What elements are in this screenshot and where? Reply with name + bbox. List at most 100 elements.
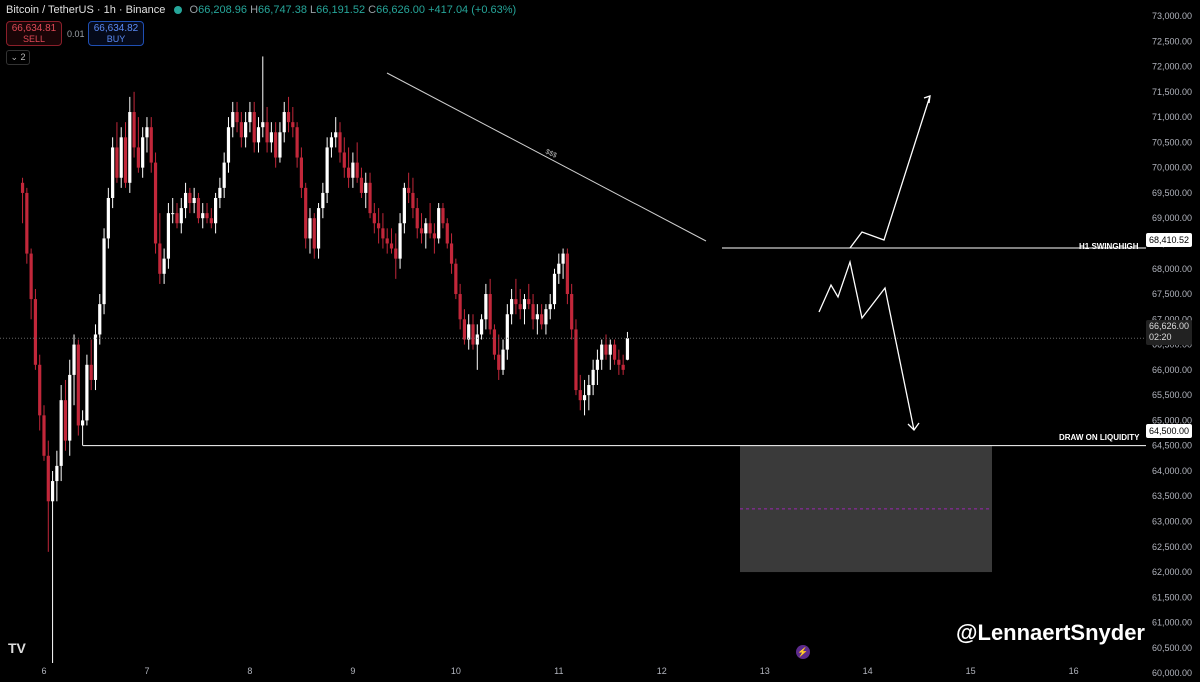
candle-body xyxy=(205,213,209,219)
candle-body xyxy=(261,122,265,128)
candle-body xyxy=(501,349,505,370)
candle-body xyxy=(123,137,128,183)
candle-body xyxy=(72,344,76,375)
candle-body xyxy=(316,208,321,249)
candle-body xyxy=(321,192,325,209)
trendline-text: $$$ xyxy=(544,148,558,159)
candle-body xyxy=(492,329,497,355)
x-tick-label: 7 xyxy=(144,666,149,676)
bullish-projection-path xyxy=(849,95,931,249)
open-value: 66,208.96 xyxy=(198,4,248,16)
y-tick-label: 72,000.00 xyxy=(1152,62,1192,72)
x-tick-label: 10 xyxy=(451,666,461,676)
y-tick-label: 61,500.00 xyxy=(1152,592,1192,602)
candle-body xyxy=(368,182,372,214)
candle-body xyxy=(25,192,29,254)
current-price-tag: 66,626.00 02:20 xyxy=(1146,320,1193,345)
dot-icon xyxy=(174,6,183,15)
candle-body xyxy=(582,395,587,401)
x-tick-label: 6 xyxy=(41,666,46,676)
candle-body xyxy=(299,157,303,188)
candle-body xyxy=(527,299,531,305)
low-label: L xyxy=(310,4,317,16)
y-tick-label: 70,500.00 xyxy=(1152,137,1192,147)
candle-body xyxy=(557,263,561,274)
y-tick-label: 68,000.00 xyxy=(1152,264,1192,274)
candle-body xyxy=(145,127,149,138)
sell-button[interactable]: 66,634.81 SELL xyxy=(6,21,62,46)
candle-body xyxy=(398,223,402,259)
candle-body xyxy=(540,314,544,325)
candle-body xyxy=(565,253,569,295)
y-tick-label: 71,000.00 xyxy=(1152,112,1192,122)
liquidity-price-tag: 64,500.00 xyxy=(1146,424,1193,438)
y-tick-label: 72,500.00 xyxy=(1152,36,1192,46)
x-tick-label: 13 xyxy=(760,666,770,676)
candle-body xyxy=(334,132,338,138)
candle-body xyxy=(42,415,46,456)
swinghigh-price-tag: 68,410.52 xyxy=(1146,233,1193,247)
candle-body xyxy=(59,400,63,466)
candle-body xyxy=(552,273,557,305)
buy-price: 66,634.82 xyxy=(93,23,139,34)
candle-body xyxy=(119,137,123,178)
current-price: 66,626.00 xyxy=(1149,321,1190,331)
candle-body xyxy=(608,344,612,355)
candle-body xyxy=(282,112,286,133)
candle-body xyxy=(222,162,226,188)
high-label: H xyxy=(250,4,259,16)
candle-body xyxy=(574,329,578,391)
candle-body xyxy=(471,324,475,345)
candle-body xyxy=(535,314,539,320)
candle-body xyxy=(244,122,248,138)
candle-body xyxy=(625,338,630,360)
candle-body xyxy=(325,147,329,193)
candle-body xyxy=(359,177,364,193)
candle-body xyxy=(286,112,291,123)
lightning-icon[interactable]: ⚡ xyxy=(796,645,810,659)
bearish-projection-path xyxy=(818,259,915,431)
quantity-value[interactable]: 0.01 xyxy=(67,29,85,39)
liquidity-label: DRAW ON LIQUIDITY xyxy=(1059,433,1140,442)
candle-body xyxy=(432,233,436,239)
candle-body xyxy=(415,208,419,229)
candle-body xyxy=(171,213,175,215)
tradingview-logo-icon[interactable]: TV xyxy=(8,640,26,656)
annotation-lines xyxy=(0,72,1146,447)
candle-body xyxy=(68,374,72,441)
candle-body xyxy=(93,334,98,380)
candle-body xyxy=(419,228,424,234)
candle-body xyxy=(158,243,162,274)
candle-body xyxy=(372,213,376,224)
y-tick-label: 62,500.00 xyxy=(1152,542,1192,552)
candle-body xyxy=(81,420,85,426)
candle-body xyxy=(274,132,278,158)
liquidity-zone xyxy=(740,445,992,573)
y-tick-label: 65,500.00 xyxy=(1152,390,1192,400)
candle-body xyxy=(115,147,119,178)
candle-body xyxy=(402,187,406,224)
swinghigh-label: H1 SWINGHIGH xyxy=(1079,242,1139,251)
candle-body xyxy=(475,334,479,345)
bullish-arrow-head xyxy=(923,95,931,104)
y-tick-label: 67,000.00 xyxy=(1152,314,1192,324)
candle-body xyxy=(106,197,110,239)
candle-body xyxy=(454,263,458,295)
sell-label: SELL xyxy=(22,34,46,44)
y-tick-label: 62,000.00 xyxy=(1152,567,1192,577)
candle-body xyxy=(355,162,359,178)
indicators-collapse-button[interactable]: ⌄ 2 xyxy=(6,50,30,65)
candle-body xyxy=(522,299,527,310)
x-tick-label: 9 xyxy=(350,666,355,676)
candle-body xyxy=(364,182,368,193)
time-axis[interactable]: 6 7 8 9 10 11 12 13 14 15 16 xyxy=(41,666,1078,676)
collapse-chevron-icon: ⌄ xyxy=(10,52,18,62)
candle-body xyxy=(102,238,106,305)
buy-button[interactable]: 66,634.82 BUY xyxy=(88,21,144,46)
candle-body xyxy=(458,294,462,320)
candle-body xyxy=(587,385,591,396)
x-tick-label: 8 xyxy=(247,666,252,676)
y-tick-label: 63,500.00 xyxy=(1152,491,1192,501)
symbol-title[interactable]: Bitcoin / TetherUS · 1h · Binance xyxy=(6,4,166,16)
